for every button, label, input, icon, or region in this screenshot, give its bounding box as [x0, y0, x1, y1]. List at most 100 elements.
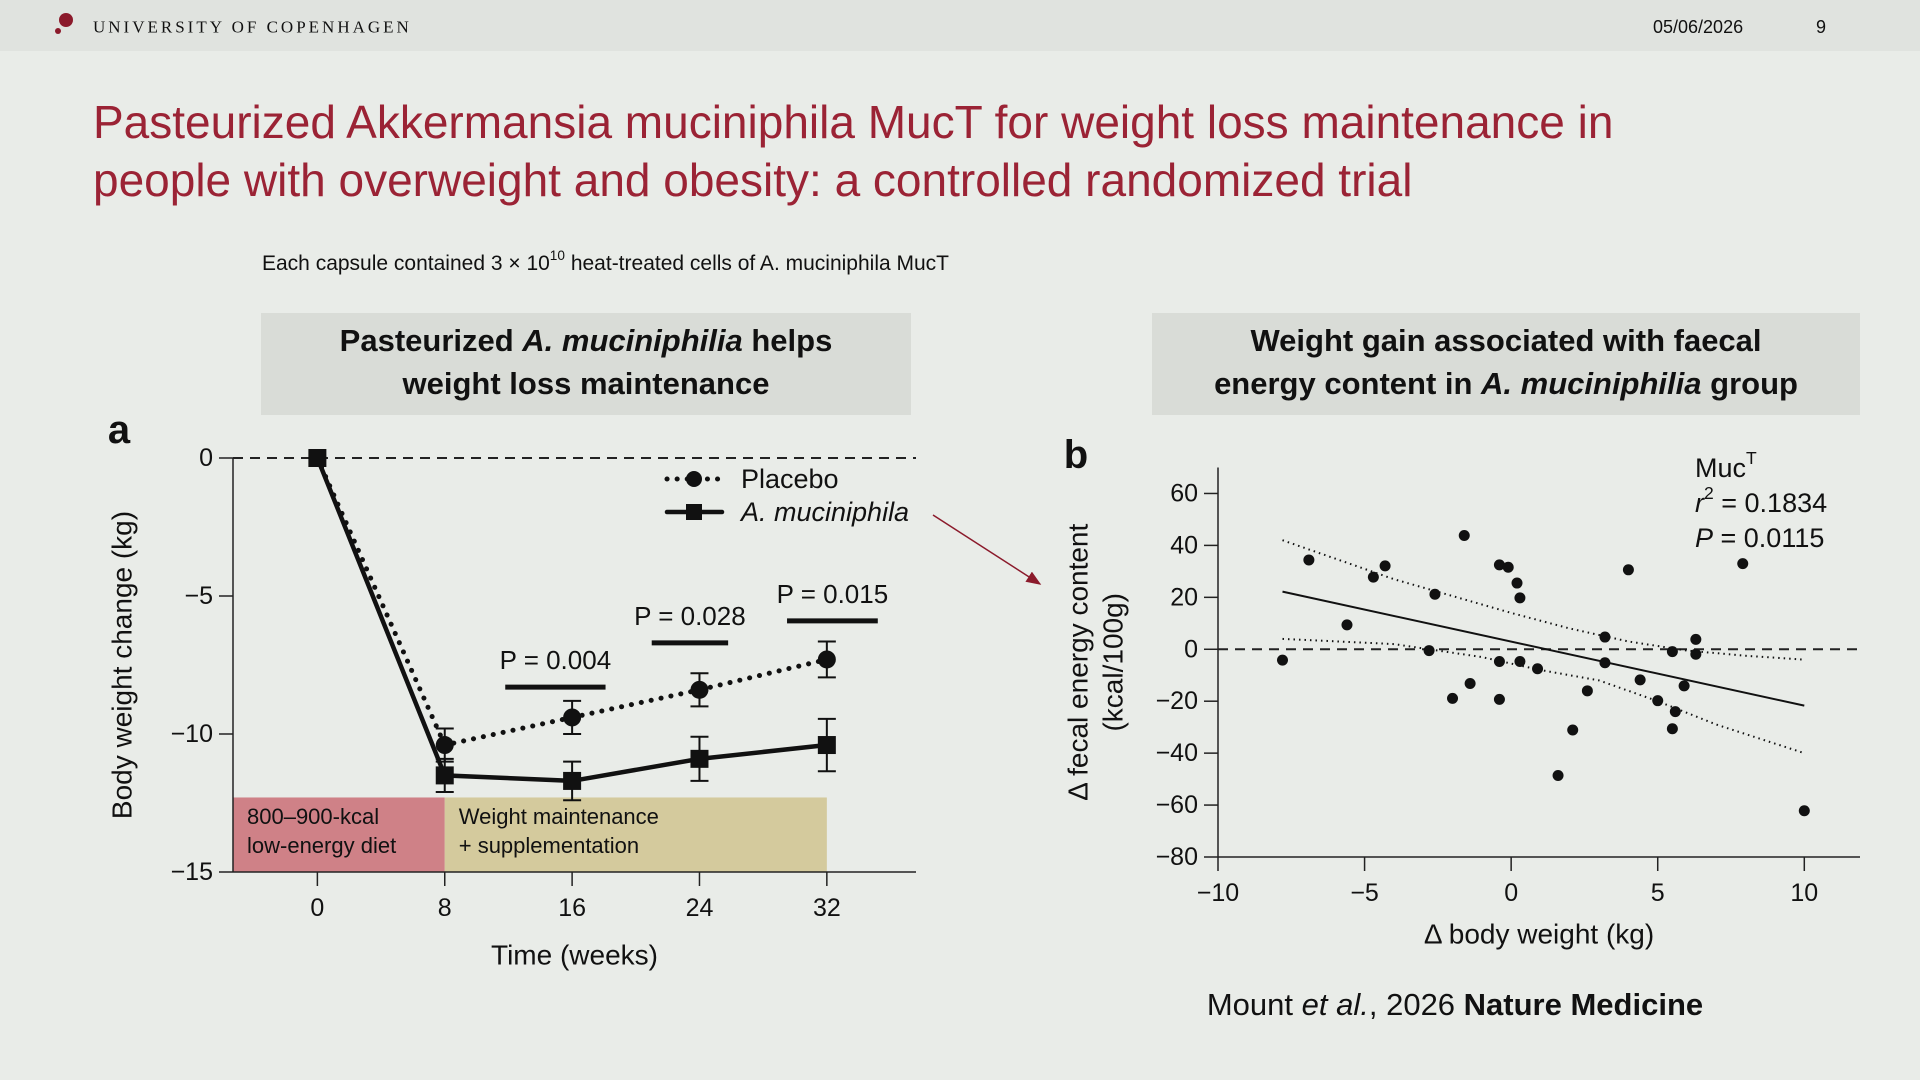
- y-tick-label: 0: [199, 444, 213, 472]
- point: [1567, 724, 1579, 736]
- chart-heading: Pasteurized A. muciniphilia helps: [340, 323, 833, 358]
- text-run: = 0.0115: [1713, 523, 1824, 553]
- legend-marker: [686, 471, 702, 487]
- significance-label: P = 0.015: [777, 579, 889, 609]
- significance-label: P = 0.028: [634, 601, 746, 631]
- point: [1429, 588, 1441, 600]
- phase-label: 800–900-kcal: [247, 804, 379, 829]
- point: [1581, 685, 1593, 697]
- heading-box: [261, 313, 911, 415]
- x-tick-label: 32: [813, 894, 841, 922]
- stat-annotation: MucT: [1695, 448, 1757, 483]
- legend-label: Placebo: [741, 464, 839, 494]
- phase-label: Weight maintenance: [459, 804, 659, 829]
- text-run: helps: [743, 323, 833, 358]
- text-run: group: [1702, 366, 1798, 401]
- marker: [817, 736, 836, 755]
- y-tick-label: −10: [171, 720, 213, 748]
- point: [1303, 554, 1315, 566]
- x-tick-label: 24: [686, 894, 714, 922]
- x-tick-label: 16: [558, 894, 586, 922]
- text-run: weight loss maintenance: [402, 366, 770, 401]
- x-tick-label: 8: [438, 894, 452, 922]
- x-tick-label: 10: [1790, 879, 1818, 907]
- citation: Mount et al., 2026 Nature Medicine: [1207, 987, 1703, 1022]
- top-bar: [0, 0, 1920, 51]
- text-run: r: [1695, 488, 1705, 518]
- point: [1514, 655, 1526, 667]
- text-run: energy content in: [1214, 366, 1481, 401]
- point: [1502, 561, 1514, 573]
- marker: [563, 771, 582, 790]
- point: [1690, 648, 1702, 660]
- point: [1493, 559, 1505, 571]
- x-axis-label: Δ body weight (kg): [1424, 919, 1654, 950]
- point: [1652, 695, 1664, 707]
- point: [1622, 564, 1634, 576]
- point: [1669, 706, 1681, 718]
- point: [1634, 674, 1646, 686]
- phase-label: low-energy diet: [247, 833, 396, 858]
- point: [1493, 655, 1505, 667]
- y-tick-label: −20: [1156, 687, 1198, 715]
- point: [1367, 571, 1379, 583]
- x-tick-label: −5: [1350, 879, 1379, 907]
- x-tick-label: 0: [1504, 879, 1518, 907]
- point: [1552, 769, 1564, 781]
- y-tick-label: −15: [171, 858, 213, 886]
- significance-label: P = 0.004: [500, 645, 612, 675]
- text-run: 2: [1704, 483, 1714, 503]
- slide-title: Pasteurized Akkermansia muciniphila MucT…: [93, 96, 1613, 148]
- text-run: 10: [550, 248, 566, 263]
- date: 05/06/2026: [1653, 17, 1743, 37]
- marker: [435, 736, 454, 755]
- y-tick-label: −5: [184, 582, 213, 610]
- marker: [690, 680, 709, 699]
- y-axis-label: Δ fecal energy content: [1063, 523, 1094, 800]
- text-run: A. muciniphilia: [1480, 366, 1701, 401]
- subtitle: Each capsule contained 3 × 1010 heat-tre…: [262, 248, 949, 275]
- logo: [59, 13, 73, 27]
- text-run: , 2026: [1369, 987, 1464, 1022]
- y-tick-label: 20: [1170, 583, 1198, 611]
- text-run: = 0.1834: [1714, 488, 1827, 518]
- y-axis-label: Body weight change (kg): [107, 511, 138, 819]
- y-tick-label: −80: [1156, 843, 1198, 871]
- phase-band: [444, 797, 827, 872]
- y-axis-label: (kcal/100g): [1098, 593, 1129, 732]
- text-run: Mount: [1207, 987, 1302, 1022]
- text-run: Pasteurized: [340, 323, 523, 358]
- point: [1798, 805, 1810, 817]
- text-run: et al.: [1302, 987, 1369, 1022]
- text-run: A. muciniphilia: [521, 323, 742, 358]
- text-run: Nature Medicine: [1464, 987, 1703, 1022]
- point: [1666, 723, 1678, 735]
- y-tick-label: −60: [1156, 791, 1198, 819]
- y-tick-label: 0: [1184, 635, 1198, 663]
- point: [1511, 577, 1523, 589]
- chart-heading: Weight gain associated with faecal: [1250, 323, 1761, 358]
- x-tick-label: −10: [1197, 879, 1239, 907]
- point: [1458, 530, 1470, 542]
- legend-label: A. muciniphila: [739, 497, 909, 527]
- y-tick-label: 60: [1170, 479, 1198, 507]
- marker: [563, 708, 582, 727]
- stat-annotation: r2 = 0.1834: [1695, 483, 1827, 518]
- stat-annotation: P = 0.0115: [1695, 523, 1824, 553]
- marker: [817, 650, 836, 669]
- point: [1599, 631, 1611, 643]
- point: [1276, 654, 1288, 666]
- page-number: 9: [1816, 17, 1826, 37]
- point: [1447, 692, 1459, 704]
- phase-label: + supplementation: [459, 833, 639, 858]
- panel-letter: b: [1064, 433, 1088, 477]
- point: [1464, 678, 1476, 690]
- point: [1737, 558, 1749, 570]
- y-tick-label: −40: [1156, 739, 1198, 767]
- text-run: Each capsule contained 3 × 10: [262, 252, 550, 275]
- slide-title: people with overweight and obesity: a co…: [93, 154, 1412, 206]
- institution: UNIVERSITY OF COPENHAGEN: [93, 18, 412, 37]
- chart-heading: weight loss maintenance: [402, 366, 770, 401]
